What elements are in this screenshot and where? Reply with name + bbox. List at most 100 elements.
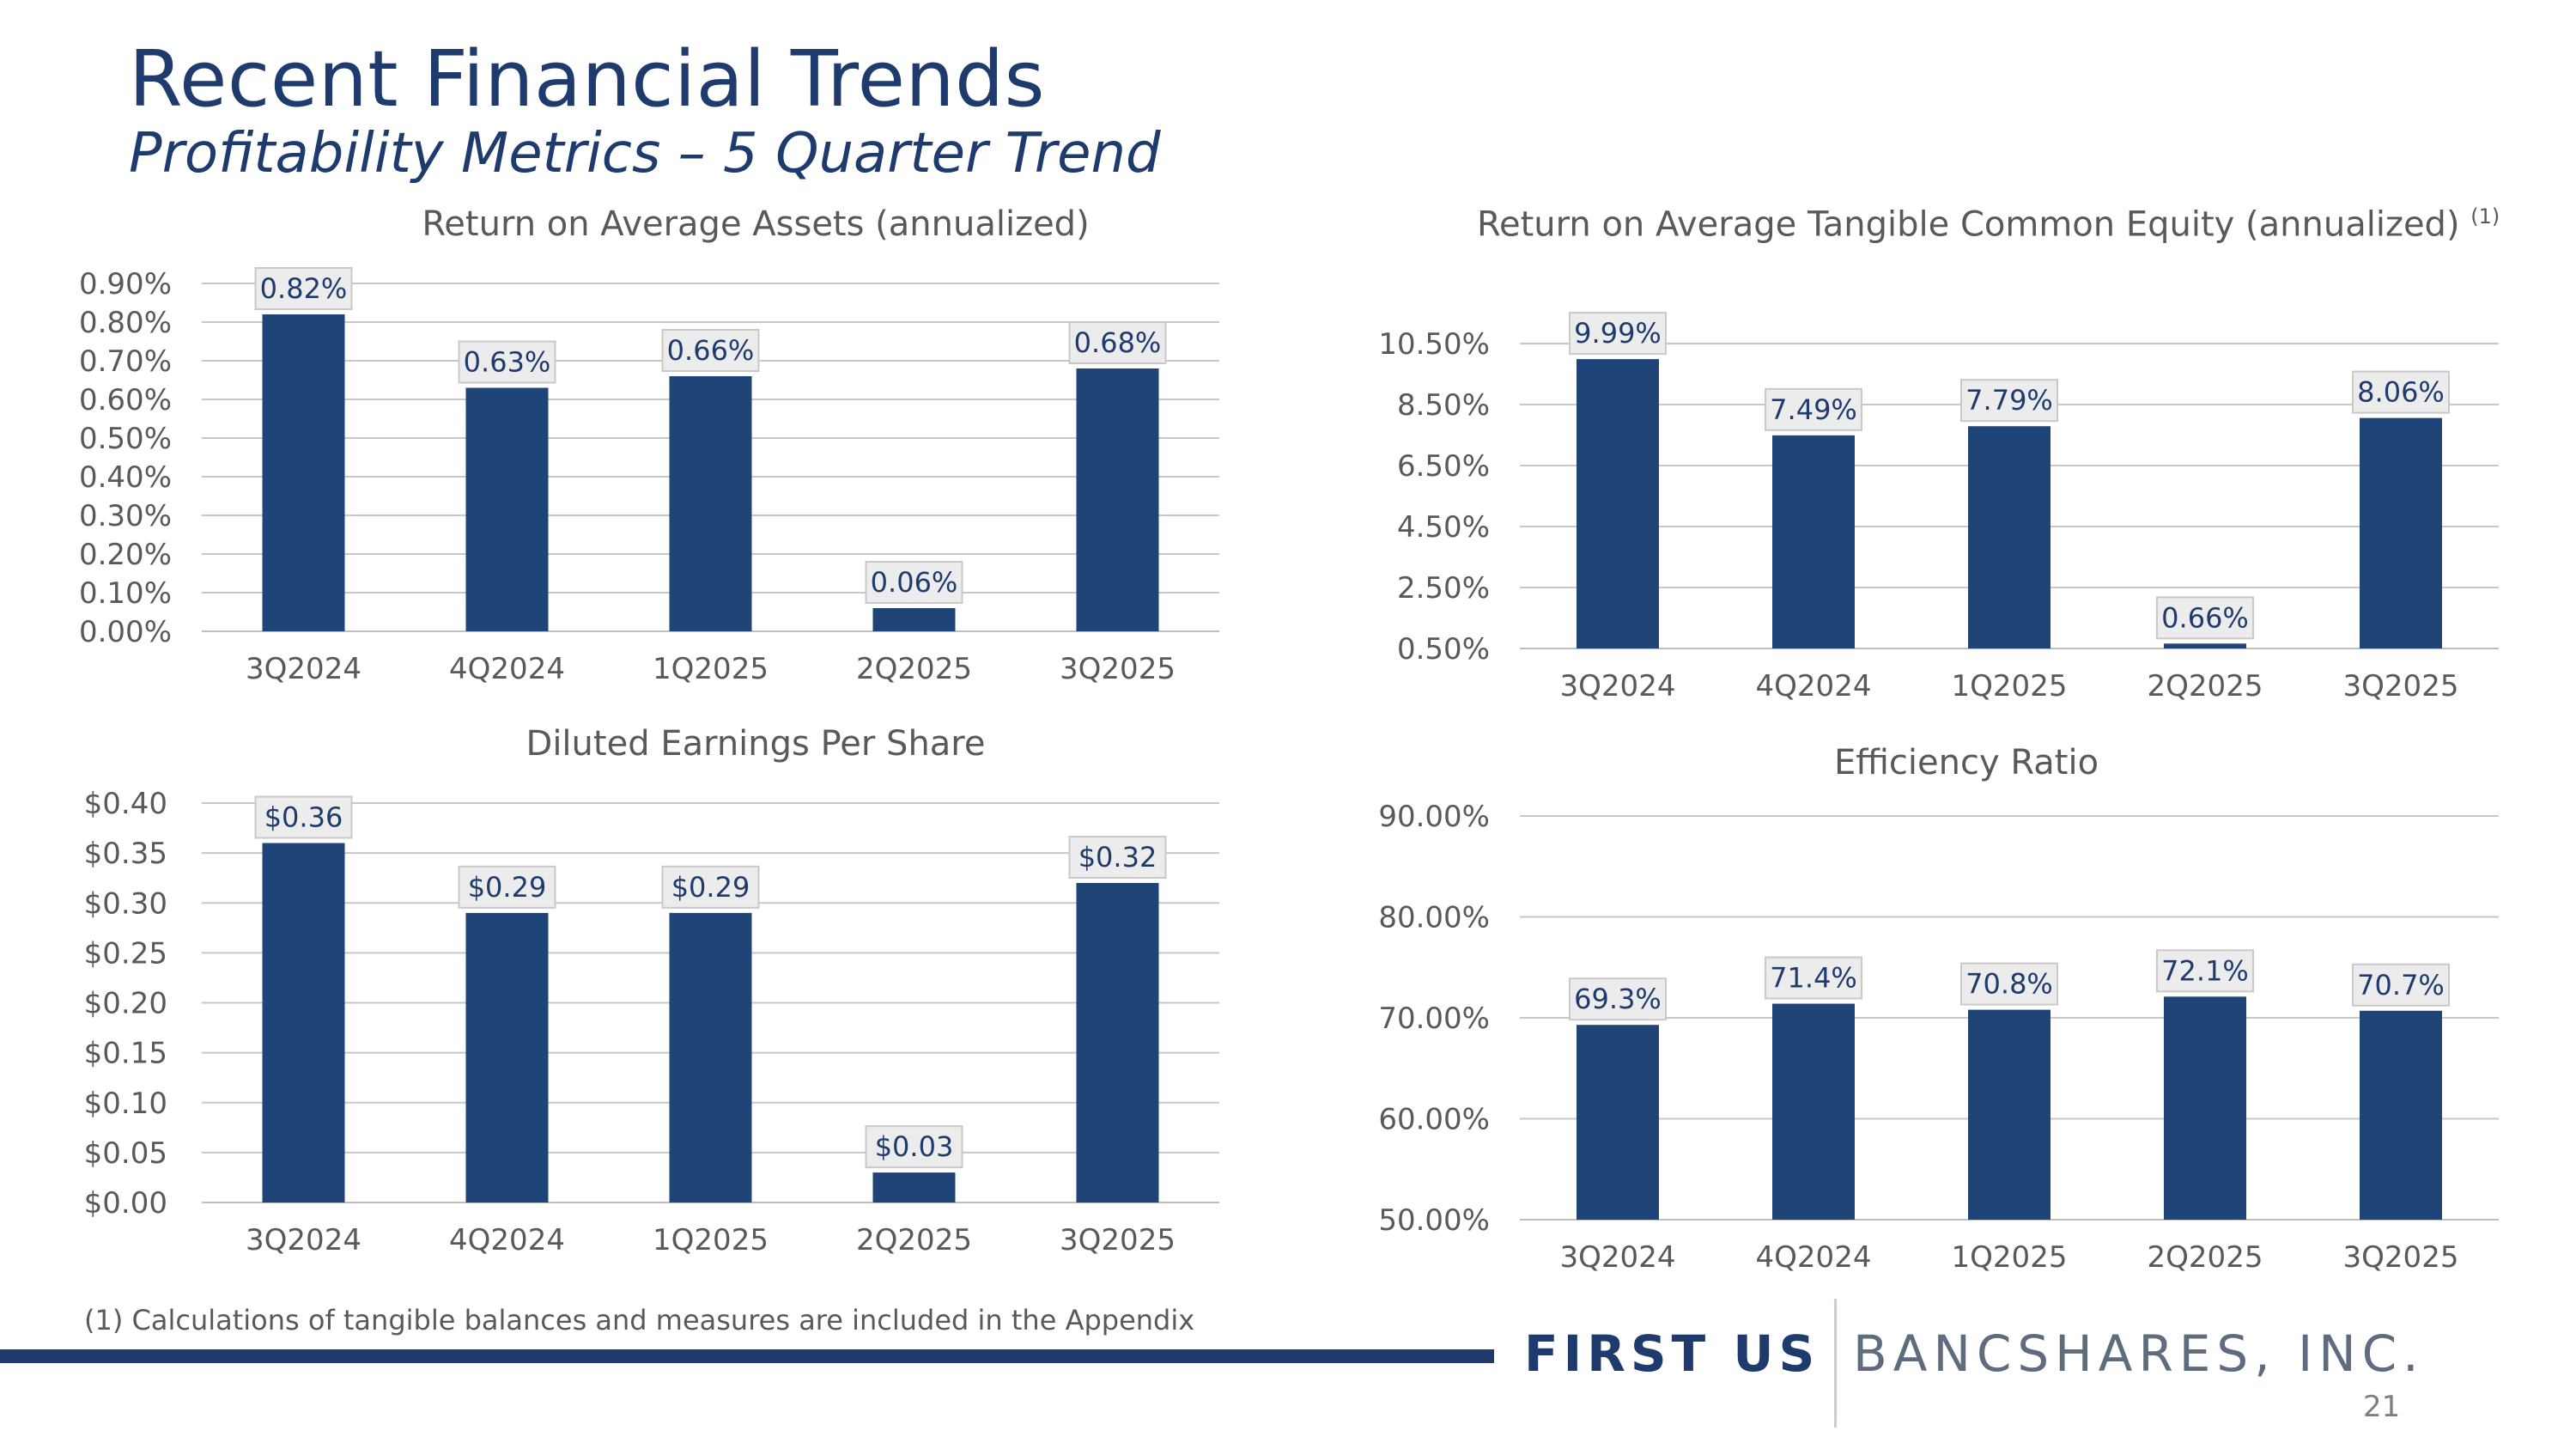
y-tick-label: $0.00 xyxy=(84,1186,167,1221)
data-label: $0.29 xyxy=(468,871,547,904)
bar xyxy=(1577,1025,1659,1220)
data-label: 0.82% xyxy=(260,272,348,305)
y-tick-label: $0.20 xyxy=(84,987,167,1021)
x-tick-label: 3Q2024 xyxy=(246,1223,361,1257)
x-tick-label: 2Q2025 xyxy=(2148,669,2263,703)
data-label: 7.49% xyxy=(1770,393,1857,426)
data-label-box xyxy=(254,267,353,310)
bar xyxy=(1076,368,1159,631)
x-tick-label: 2Q2025 xyxy=(856,1223,972,1257)
y-tick-label: 80.00% xyxy=(1378,901,1490,935)
y-tick-label: $0.30 xyxy=(84,886,167,921)
x-tick-label: 4Q2024 xyxy=(1756,1240,1872,1275)
y-tick-label: $0.25 xyxy=(84,936,167,971)
data-label-box xyxy=(2156,596,2254,640)
bar xyxy=(1772,1003,1855,1220)
bar xyxy=(872,608,956,631)
x-tick-label: 1Q2025 xyxy=(653,1223,769,1257)
x-tick-label: 2Q2025 xyxy=(2148,1240,2263,1275)
y-tick-label: 2.50% xyxy=(1397,571,1490,606)
data-label-box xyxy=(865,1125,963,1169)
bar xyxy=(669,912,752,1202)
y-tick-label: 8.50% xyxy=(1397,388,1490,423)
data-label-box xyxy=(661,329,760,372)
y-tick-label: 0.00% xyxy=(79,615,172,649)
bar xyxy=(1772,435,1855,648)
eps-chart-title: Diluted Earnings Per Share xyxy=(526,724,986,764)
bar xyxy=(262,314,345,631)
x-tick-label: 4Q2024 xyxy=(449,652,565,686)
data-label-box xyxy=(1068,836,1167,879)
company-logo-first-us: FIRST US xyxy=(1524,1324,1820,1383)
data-label-box xyxy=(1569,977,1667,1021)
data-label: 72.1% xyxy=(2161,954,2249,987)
page-number: 21 xyxy=(2363,1390,2401,1424)
y-tick-label: 10.50% xyxy=(1378,327,1490,362)
x-tick-label: 3Q2025 xyxy=(2343,1240,2459,1275)
data-label-box xyxy=(458,340,556,384)
page-subtitle: Profitability Metrics – 5 Quarter Trend xyxy=(129,122,1161,186)
bar xyxy=(2164,643,2246,648)
x-tick-label: 3Q2025 xyxy=(2343,669,2459,703)
data-label: 70.7% xyxy=(2357,969,2445,1002)
bar xyxy=(2360,1010,2442,1220)
data-label-box xyxy=(2156,949,2254,993)
roatce-chart-title: Return on Average Tangible Common Equity… xyxy=(1477,204,2500,245)
y-tick-label: $0.10 xyxy=(84,1087,167,1121)
data-label-box xyxy=(1960,962,2058,1006)
data-label: 70.8% xyxy=(1965,968,2053,1001)
page-title: Recent Financial Trends xyxy=(129,34,1046,125)
y-tick-label: 0.30% xyxy=(79,499,172,533)
footnote: (1) Calculations of tangible balances an… xyxy=(84,1304,1195,1336)
roatce-chart: 0.50% 2.50% 4.50% 6.50% 8.50% 10.50% 9.99% 3Q20… xyxy=(1378,312,2499,703)
data-label: 7.79% xyxy=(1965,384,2053,417)
data-label: $0.36 xyxy=(264,801,343,834)
data-label: 0.06% xyxy=(871,566,958,599)
x-tick-label: 4Q2024 xyxy=(449,1223,565,1257)
y-tick-label: 0.50% xyxy=(1397,632,1490,667)
y-tick-label: 0.80% xyxy=(79,306,172,340)
roaa-chart: 0.00% 0.10% 0.20% 0.30% 0.40% 0.50% 0.60% 0.70%… xyxy=(79,267,1219,686)
y-tick-label: 6.50% xyxy=(1397,449,1490,484)
y-tick-label: 0.50% xyxy=(79,422,172,456)
bar xyxy=(2360,417,2442,648)
x-tick-label: 3Q2025 xyxy=(1060,1223,1176,1257)
data-label-box xyxy=(1765,956,1862,1000)
x-tick-label: 2Q2025 xyxy=(856,652,972,686)
eps-chart: $0.00 $0.05 $0.10 $0.15 $0.20 $0.25 $0.30 $0.35… xyxy=(84,787,1219,1257)
data-label-box xyxy=(865,561,963,604)
data-label: $0.29 xyxy=(671,871,750,904)
y-tick-label: 0.40% xyxy=(79,460,172,495)
footer-rule xyxy=(0,1349,1494,1363)
bar xyxy=(1577,359,1659,648)
data-label: 71.4% xyxy=(1770,962,1857,995)
x-tick-label: 4Q2024 xyxy=(1756,669,1872,703)
data-label: 9.99% xyxy=(1574,317,1662,350)
x-tick-label: 3Q2024 xyxy=(1560,669,1676,703)
data-label-box xyxy=(1068,321,1167,364)
x-tick-label: 1Q2025 xyxy=(653,652,769,686)
x-tick-label: 3Q2024 xyxy=(246,652,361,686)
data-label: 69.3% xyxy=(1574,983,1662,1015)
footnote-reference: (1) xyxy=(2470,204,2500,228)
data-label-box xyxy=(1765,387,1862,431)
efficiency-chart: 50.00% 60.00% 70.00% 80.00% 90.00% 69.3% 3Q202… xyxy=(1378,800,2499,1275)
y-tick-label: $0.05 xyxy=(84,1136,167,1171)
bar xyxy=(2164,996,2246,1220)
data-label: $0.32 xyxy=(1078,841,1157,874)
y-tick-label: 0.20% xyxy=(79,538,172,572)
data-label: 8.06% xyxy=(2357,376,2445,409)
data-label-box xyxy=(1569,312,1667,356)
y-tick-label: 60.00% xyxy=(1378,1103,1490,1137)
x-tick-label: 1Q2025 xyxy=(1952,1240,2068,1275)
x-tick-label: 1Q2025 xyxy=(1952,669,2068,703)
x-tick-label: 3Q2024 xyxy=(1560,1240,1676,1275)
bar xyxy=(465,912,549,1202)
data-label: 0.66% xyxy=(667,334,755,367)
y-tick-label: 4.50% xyxy=(1397,510,1490,545)
y-tick-label: $0.35 xyxy=(84,837,167,871)
bar xyxy=(872,1172,956,1202)
data-label-box xyxy=(1960,379,2058,423)
data-label-box xyxy=(2352,963,2450,1007)
y-tick-label: $0.40 xyxy=(84,787,167,821)
